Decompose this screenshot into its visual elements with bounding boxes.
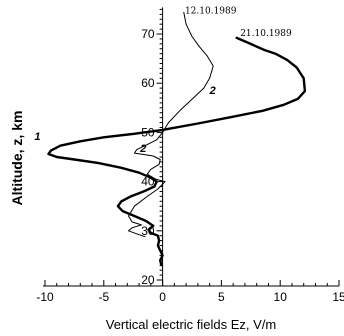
y-tick-label: 20 bbox=[141, 273, 155, 287]
y-tick-label: 70 bbox=[141, 27, 155, 41]
series-line-1 bbox=[47, 36, 307, 267]
x-tick-label: 10 bbox=[274, 290, 288, 304]
series-line-2 bbox=[128, 11, 214, 238]
y-tick-label: 60 bbox=[141, 76, 155, 90]
curve-1-number: 1 bbox=[34, 131, 40, 143]
series-2-date-label: 12.10.1989 bbox=[185, 6, 237, 16]
x-tick-label: 15 bbox=[332, 290, 344, 304]
x-tick-label: -5 bbox=[98, 290, 109, 304]
y-axis-label: Altitude, z, km bbox=[9, 111, 25, 206]
x-tick-label: 5 bbox=[218, 290, 225, 304]
curve-2-number: 2 bbox=[209, 85, 216, 97]
x-axis-title: Vertical electric fields Ez, V/m bbox=[106, 317, 277, 332]
x-tick-label: -10 bbox=[36, 290, 54, 304]
curve-2-number-lower: 2 bbox=[139, 143, 146, 155]
series-1-date-label: 21.10.1989 bbox=[240, 29, 292, 39]
y-axis-title: Altitude, z, km bbox=[9, 111, 25, 206]
x-tick-label: 0 bbox=[159, 290, 166, 304]
